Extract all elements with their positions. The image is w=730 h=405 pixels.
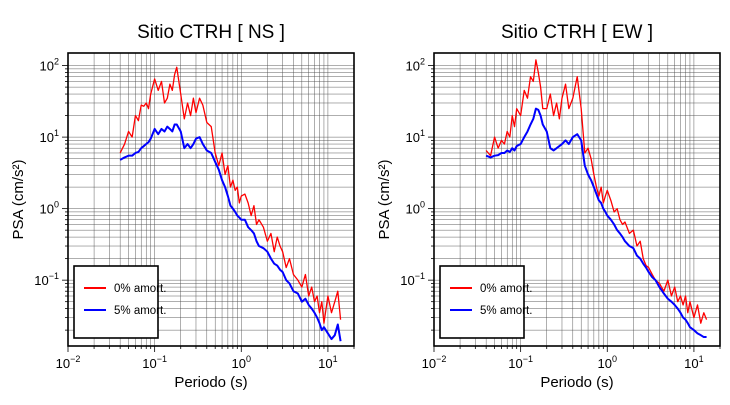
x-tick-label: 100 — [598, 354, 617, 371]
series-line-undamped — [485, 59, 708, 324]
legend-box — [73, 265, 159, 339]
x-axis-label: Periodo (s) — [174, 374, 247, 391]
y-tick-label: 10−1 — [34, 271, 59, 288]
chart-title: Sitio CTRH [ EW ] — [501, 22, 653, 43]
x-tick-label: 101 — [318, 354, 337, 371]
y-tick-label: 10−1 — [400, 271, 425, 288]
y-axis-label: PSA (cm/s²) — [10, 159, 27, 239]
plot-frame — [433, 52, 721, 347]
chart-panel-2: 10−2 10−1 100 101 10−1 100 101 102 Sitio CTRH [ … — [376, 22, 721, 391]
legend-box — [439, 265, 525, 339]
legend-label: 0% amort. — [114, 283, 166, 295]
chart-title: Sitio CTRH [ NS ] — [137, 22, 285, 43]
series-line-damped — [485, 107, 707, 339]
legend-label: 0% amort. — [480, 283, 532, 295]
x-axis-label: Periodo (s) — [540, 374, 613, 391]
y-tick-label: 101 — [406, 128, 425, 145]
legend: 0% amort. 5% amort. — [439, 265, 532, 339]
y-axis-label: PSA (cm/s²) — [376, 159, 393, 239]
y-tick-label: 102 — [406, 57, 425, 74]
series-line-damped — [119, 123, 342, 342]
x-tick-label: 10−2 — [422, 354, 447, 371]
chart-panel-1: 10−2 10−1 100 101 10−1 100 101 102 Sitio CTRH [ … — [10, 22, 355, 391]
y-tick-label: 100 — [40, 200, 59, 217]
x-tick-label: 10−1 — [142, 354, 167, 371]
x-tick-label: 100 — [232, 354, 251, 371]
y-tick-label: 100 — [406, 200, 425, 217]
y-tick-label: 101 — [40, 128, 59, 145]
legend-label: 5% amort. — [480, 305, 532, 317]
series-line-undamped — [119, 66, 342, 324]
legend: 0% amort. 5% amort. — [73, 265, 166, 339]
legend-label: 5% amort. — [114, 305, 166, 317]
y-tick-label: 102 — [40, 57, 59, 74]
plot-frame — [67, 52, 355, 347]
x-tick-label: 10−2 — [56, 354, 81, 371]
x-tick-label: 10−1 — [508, 354, 533, 371]
x-tick-label: 101 — [684, 354, 703, 371]
